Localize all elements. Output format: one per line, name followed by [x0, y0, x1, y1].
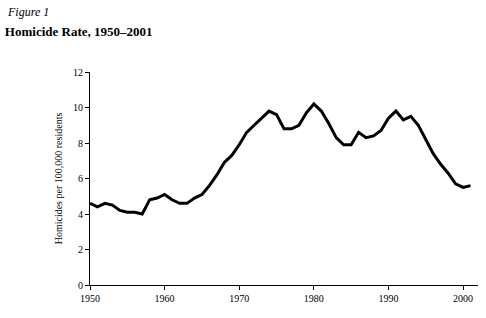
svg-text:6: 6	[78, 173, 83, 184]
svg-text:Homicides per 100,000 resident: Homicides per 100,000 residents	[53, 113, 64, 245]
svg-text:1960: 1960	[155, 293, 175, 304]
svg-text:2: 2	[78, 244, 83, 255]
svg-text:12: 12	[73, 67, 83, 78]
svg-text:1970: 1970	[229, 293, 249, 304]
svg-text:2000: 2000	[453, 293, 473, 304]
svg-text:10: 10	[73, 102, 83, 113]
svg-text:Homicide Rate, 1950–2001: Homicide Rate, 1950–2001	[5, 24, 153, 39]
svg-text:4: 4	[78, 209, 83, 220]
svg-text:1950: 1950	[80, 293, 100, 304]
svg-text:8: 8	[78, 138, 83, 149]
svg-text:Figure 1: Figure 1	[7, 5, 49, 19]
svg-text:1990: 1990	[378, 293, 398, 304]
svg-text:1980: 1980	[304, 293, 324, 304]
svg-text:0: 0	[78, 280, 83, 291]
